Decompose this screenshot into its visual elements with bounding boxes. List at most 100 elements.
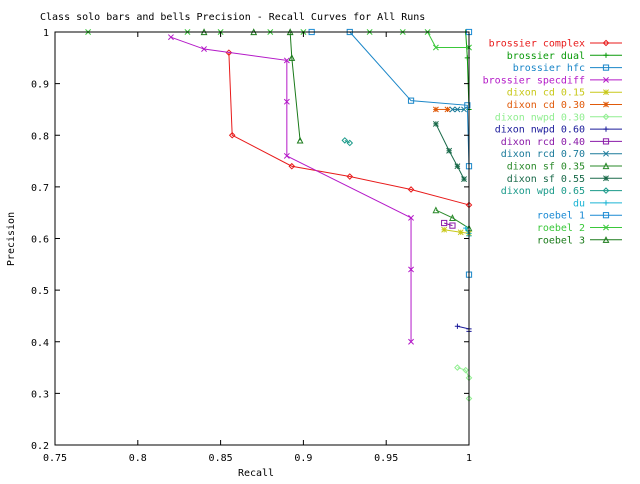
legend-label: roebel 1	[537, 211, 585, 222]
data-point	[408, 214, 414, 221]
x-axis-label: Recall	[238, 468, 274, 479]
data-point	[441, 219, 448, 227]
axes: 0.75 0.8 0.85 0.9 0.95 1 0.2 0.3 0.4 0.5 0.6 0.7 0.8…	[31, 28, 472, 464]
data-point	[454, 106, 461, 113]
series-roebel-3	[200, 28, 304, 144]
x-tick-label: 0.75	[43, 453, 67, 464]
data-point	[449, 222, 456, 229]
marker-triangle	[296, 136, 304, 144]
legend-label: roebel 2	[537, 223, 585, 234]
series-line	[457, 367, 470, 399]
series-line	[444, 222, 453, 227]
legend-label: dixon cd 0.15	[507, 88, 585, 99]
legend-label: dixon cd 0.30	[507, 100, 585, 111]
marker-diamond	[602, 113, 610, 121]
x-tick-label: 0.8	[129, 453, 147, 464]
legend-label: dixon nwpd 0.60	[495, 125, 585, 136]
marker-triangle	[288, 54, 296, 61]
legend-marker	[602, 138, 610, 145]
marker-diamond	[346, 139, 354, 147]
data-point	[201, 46, 207, 52]
x-tick-label: 0.95	[374, 453, 398, 464]
chart-title: Class solo bars and bells Precision - Re…	[40, 12, 425, 23]
marker-x	[283, 57, 290, 64]
data-point	[462, 366, 469, 374]
data-point	[454, 163, 461, 170]
marker-x	[603, 150, 609, 157]
data-point	[228, 131, 236, 139]
marker-star	[432, 120, 439, 127]
data-point	[461, 106, 467, 113]
legend-marker	[603, 101, 609, 108]
marker-star	[441, 226, 448, 233]
data-point	[432, 44, 439, 51]
plot-border	[54, 31, 470, 446]
legend-label: dixon sf 0.55	[507, 174, 585, 185]
marker-square	[407, 97, 415, 104]
data-point	[446, 147, 453, 154]
series-line	[435, 123, 465, 180]
marker-plus	[454, 323, 461, 329]
legend-marker	[602, 187, 610, 194]
marker-square	[602, 212, 610, 219]
data-point	[454, 364, 461, 371]
legend-marker	[602, 113, 610, 121]
marker-x	[449, 106, 456, 113]
legend-marker	[602, 212, 610, 219]
legend-marker	[603, 224, 609, 231]
marker-plus	[603, 126, 609, 132]
marker-x	[283, 152, 290, 159]
marker-x	[432, 44, 439, 51]
marker-plus	[603, 52, 609, 58]
marker-x	[603, 76, 609, 83]
x-tick-label: 0.85	[209, 453, 233, 464]
series-dixon-rcd-0-70	[449, 106, 467, 113]
legend-label: dixon nwpd 0.30	[495, 112, 585, 123]
y-tick-label: 0.2	[31, 441, 49, 452]
legend-label: dixon wpd 0.65	[501, 186, 585, 197]
marker-x	[167, 34, 174, 41]
data-point	[283, 152, 290, 159]
x-tick-label: 1	[466, 453, 472, 464]
series-brossier-specdiff	[167, 34, 414, 345]
x-tick-label: 0.9	[294, 453, 312, 464]
data-point	[346, 173, 354, 180]
series-dixon-cd-0-30	[432, 106, 451, 113]
marker-square	[602, 64, 610, 71]
series-dixon-sf-0-55	[432, 120, 467, 183]
marker-triangle	[602, 236, 610, 243]
marker-square	[602, 138, 610, 145]
marker-diamond	[602, 39, 610, 47]
data-point	[341, 137, 349, 144]
legend-label: brossier dual	[507, 51, 585, 62]
series-brossier-dual	[463, 29, 472, 113]
data-point	[444, 106, 451, 113]
series-line	[228, 52, 470, 206]
data-point	[432, 120, 439, 127]
marker-diamond	[602, 187, 610, 194]
marker-diamond	[228, 131, 236, 139]
data-point	[432, 106, 439, 113]
marker-star	[461, 176, 467, 183]
marker-diamond	[454, 364, 461, 371]
legend-label: dixon sf 0.35	[507, 162, 585, 173]
data-point	[407, 186, 415, 193]
data-point	[454, 323, 461, 329]
marker-diamond	[407, 186, 415, 193]
legend-marker	[602, 162, 610, 170]
marker-star	[603, 175, 609, 182]
marker-plus	[603, 200, 609, 206]
legend-marker	[603, 76, 609, 83]
data-point	[449, 214, 456, 221]
y-axis-label: Precision	[6, 212, 17, 266]
legend-marker	[603, 52, 609, 58]
marker-triangle	[602, 162, 610, 170]
marker-star	[603, 101, 609, 108]
marker-x	[603, 224, 609, 231]
marker-triangle	[449, 214, 456, 221]
data-point	[441, 226, 448, 233]
marker-diamond	[341, 137, 349, 144]
